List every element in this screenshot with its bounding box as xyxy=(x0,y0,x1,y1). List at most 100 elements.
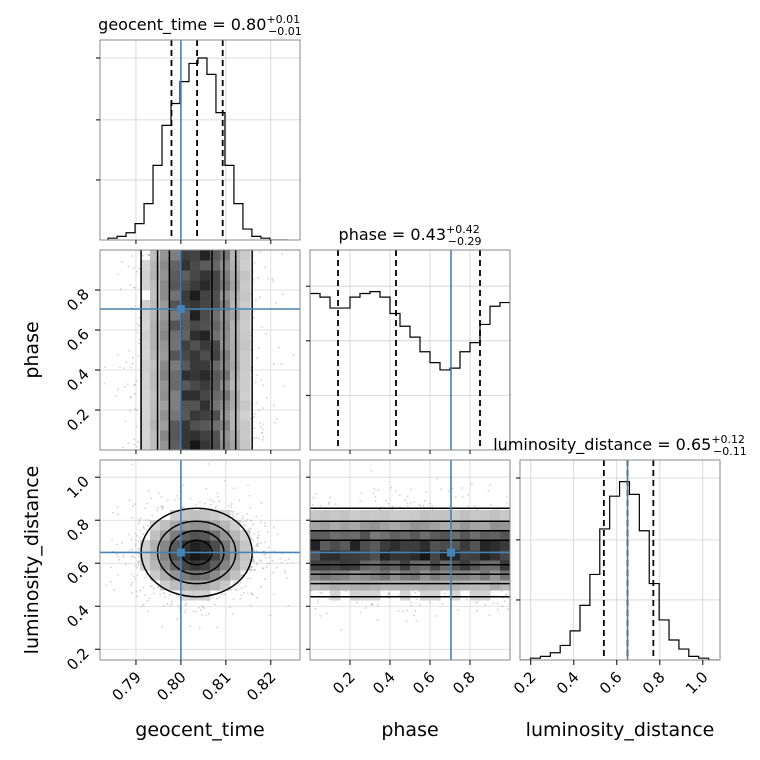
sample-point xyxy=(264,553,267,556)
sample-point xyxy=(133,286,135,289)
sample-point xyxy=(255,374,258,377)
density-cell xyxy=(200,550,211,561)
sample-point xyxy=(161,506,164,508)
sample-point xyxy=(244,524,247,527)
density-cell xyxy=(150,350,161,361)
sample-point xyxy=(134,286,137,289)
density-cell xyxy=(350,570,361,581)
sample-point xyxy=(127,533,130,536)
sample-point xyxy=(198,627,201,630)
sample-point xyxy=(423,499,426,502)
density-cell xyxy=(400,540,411,551)
sample-point xyxy=(120,542,123,544)
sample-point xyxy=(314,493,317,496)
sample-point xyxy=(136,270,138,273)
density-cell xyxy=(360,520,371,531)
density-cell xyxy=(210,570,221,581)
density-cell xyxy=(400,530,411,541)
density-cell xyxy=(170,330,181,341)
density-cell xyxy=(200,330,211,341)
sample-point xyxy=(406,495,409,498)
sample-point xyxy=(189,497,192,500)
sample-point xyxy=(319,591,322,594)
density-cell xyxy=(210,340,221,351)
density-cell xyxy=(460,530,471,541)
density-cell xyxy=(430,510,441,521)
sample-point xyxy=(251,593,254,596)
sample-point xyxy=(247,484,249,486)
density-cell xyxy=(160,260,171,271)
density-cell xyxy=(140,420,151,431)
density-cell xyxy=(450,540,461,551)
sample-point xyxy=(328,501,330,504)
density-cell xyxy=(240,330,251,341)
sample-point xyxy=(184,608,187,611)
sample-point xyxy=(132,267,135,270)
sample-point xyxy=(201,605,203,607)
sample-point xyxy=(250,519,253,522)
sample-point xyxy=(467,493,470,496)
truth-marker xyxy=(176,548,185,557)
density-cell xyxy=(240,360,251,371)
density-cell xyxy=(140,380,151,391)
sample-point xyxy=(199,501,201,504)
sample-point xyxy=(195,610,198,613)
density-cell xyxy=(160,310,171,321)
sample-point xyxy=(258,534,260,537)
sample-point xyxy=(473,505,476,508)
panel-frame xyxy=(309,249,511,451)
sample-point xyxy=(177,605,180,607)
sample-point xyxy=(148,597,150,600)
sample-point xyxy=(131,463,134,466)
density-cell xyxy=(410,510,421,521)
density-cell xyxy=(310,510,321,521)
density-cell xyxy=(470,590,481,601)
density-cell xyxy=(180,580,191,591)
density-cell xyxy=(320,570,331,581)
density-cell xyxy=(390,540,401,551)
sample-point xyxy=(329,496,332,499)
density-cell xyxy=(220,570,231,581)
density-cell xyxy=(200,280,211,291)
sample-point xyxy=(250,566,253,569)
sample-point xyxy=(205,614,208,617)
density-cell xyxy=(160,560,171,571)
sample-point xyxy=(131,255,134,257)
density-cell xyxy=(340,570,351,581)
density-cell xyxy=(190,520,201,531)
density-cell xyxy=(330,550,341,561)
density-cell xyxy=(140,440,151,450)
sample-point xyxy=(246,592,249,595)
sample-point xyxy=(116,543,119,546)
density-cell xyxy=(140,410,151,421)
x-tick-label: 0.2 xyxy=(329,668,359,698)
density-cell xyxy=(190,280,201,291)
sample-point xyxy=(413,614,416,617)
density-cell xyxy=(430,590,441,601)
sample-point xyxy=(147,489,150,492)
density-cell xyxy=(460,510,471,521)
sample-point xyxy=(443,592,446,595)
hist-step-phase xyxy=(310,291,510,450)
title-plus: +0.12 xyxy=(711,433,745,446)
sample-point xyxy=(130,538,133,541)
density-cell xyxy=(180,530,191,541)
sample-point xyxy=(404,499,406,502)
title-main: luminosity_distance = 0.65 xyxy=(493,435,711,455)
density-cell xyxy=(370,590,381,601)
sample-point xyxy=(138,519,141,522)
density-cell xyxy=(180,340,191,351)
sample-point xyxy=(456,608,459,611)
sample-point xyxy=(260,379,263,381)
sample-point xyxy=(360,492,362,494)
density-cell xyxy=(420,530,431,541)
sample-point xyxy=(174,499,176,502)
sample-point xyxy=(260,501,263,504)
density-cell xyxy=(170,270,181,281)
density-cell xyxy=(500,540,510,551)
sample-point xyxy=(216,492,219,495)
sample-point xyxy=(211,596,214,599)
sample-point xyxy=(303,576,305,578)
density-cell xyxy=(200,290,211,301)
